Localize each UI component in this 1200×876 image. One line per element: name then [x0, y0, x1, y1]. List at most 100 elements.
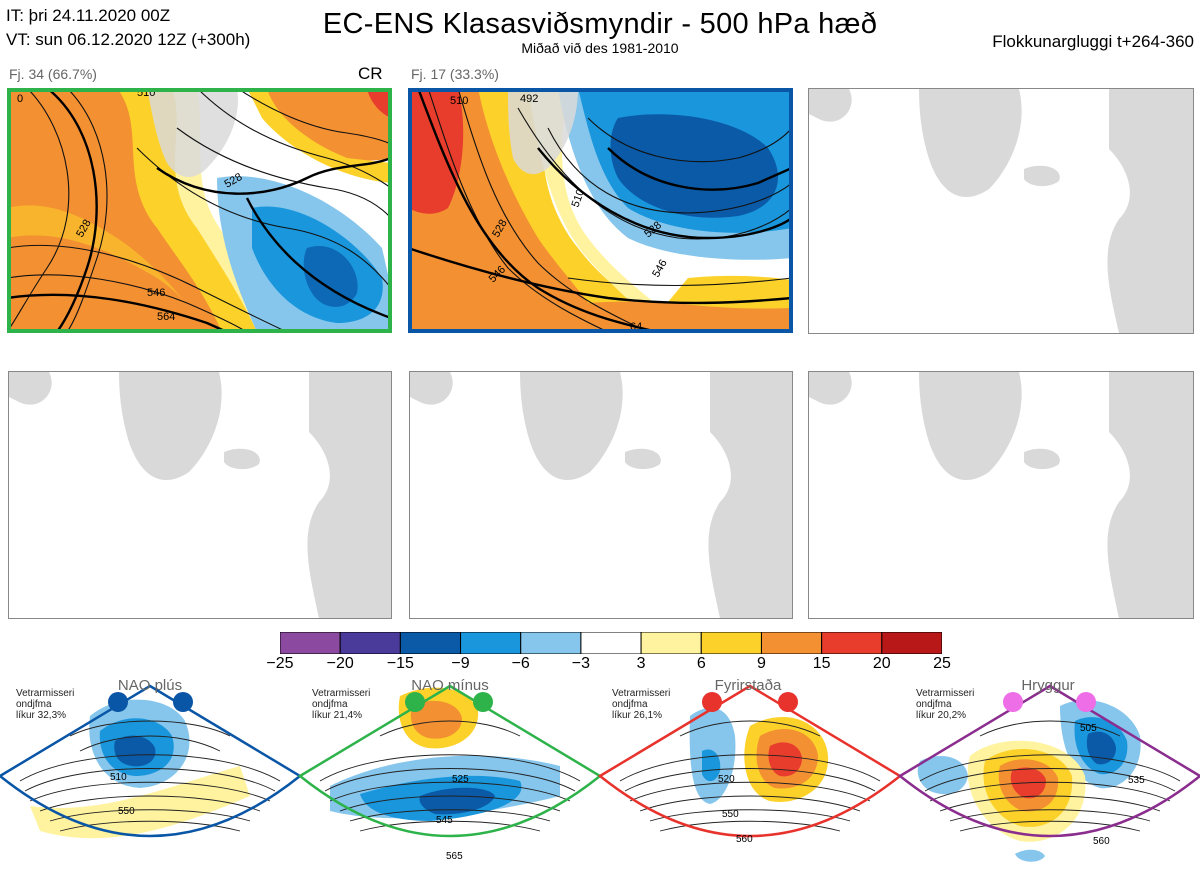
- map-panel-5-svg: [410, 372, 792, 618]
- anomaly-darkblue: [419, 787, 495, 815]
- anomaly-red-northwest: [408, 88, 464, 214]
- colorbar-swatch: [399, 631, 462, 655]
- contour-label: 535: [1128, 775, 1145, 786]
- landmass-europe: [1107, 89, 1193, 333]
- regime-contours: [619, 720, 881, 832]
- contour-label: 510: [110, 772, 127, 783]
- height-contours-thick: [7, 88, 391, 332]
- colorbar-swatch: [640, 631, 702, 655]
- map-panel-3-svg: [809, 89, 1193, 333]
- landmass-canada: [9, 372, 52, 405]
- landmass-canada: [410, 372, 453, 405]
- chart-title: EC-ENS Klasasviðsmyndir - 500 hPa hæð: [322, 8, 878, 40]
- map-panel-5: [409, 371, 793, 619]
- contour-label: 560: [736, 834, 753, 845]
- regime-1-name: NAO plús: [117, 677, 183, 694]
- colorbar-swatch: [760, 631, 823, 655]
- anomaly-red: [768, 742, 802, 777]
- regime-contours: [319, 720, 581, 832]
- anomaly-red-north: [367, 88, 391, 118]
- colorbar-tick-label: −6: [511, 655, 530, 672]
- map-panel-1-svg: 0 528 546 564 528 510: [7, 88, 391, 332]
- contour-label: 505: [1080, 723, 1097, 734]
- colorbar-swatch: [460, 631, 522, 655]
- regime-marker-left: [702, 692, 722, 712]
- regimes-row: 510 550 525 545 565: [0, 676, 1200, 871]
- landmass-europe: [708, 372, 792, 618]
- regime-marker-right: [778, 692, 798, 712]
- anomaly-orange-north: [257, 88, 391, 161]
- contour-label: 0: [17, 93, 23, 105]
- colorbar-swatch: [580, 631, 642, 655]
- regime-3-meta: Vetrarmisseri ondjfma líkur 26,1%: [612, 688, 671, 721]
- landmass-europe: [1107, 372, 1193, 618]
- map-panel-4-svg: [9, 372, 391, 618]
- colorbar-tick-label: −15: [386, 655, 414, 672]
- map-panel-3: [808, 88, 1194, 334]
- contour-label: 510: [137, 88, 155, 99]
- landmass-greenland: [119, 372, 222, 481]
- regime-1-meta: Vetrarmisseri ondjfma líkur 32,3%: [16, 688, 75, 721]
- colorbar-tick-label: 3: [636, 655, 646, 672]
- contour-label: 565: [446, 851, 463, 862]
- regime-marker-left: [405, 692, 425, 712]
- anomaly-darkblue: [114, 735, 156, 767]
- map-panel-2-svg: 510 492 528 510 528 546 546 64: [408, 88, 792, 332]
- contour-label: 564: [157, 311, 175, 323]
- regime-blocking: 520 550 560: [597, 684, 903, 845]
- anomaly-darkblue-east: [1086, 731, 1116, 765]
- contour-label: 64: [630, 321, 642, 332]
- regime-ridge: 505 535 560: [897, 684, 1200, 862]
- contour-label: 550: [722, 809, 739, 820]
- contour-label: 560: [1093, 836, 1110, 847]
- colorbar-swatch: [700, 631, 762, 655]
- landmass-iceland: [224, 448, 260, 470]
- anomaly-darkblue: [303, 246, 358, 307]
- anomaly-lightblue-south: [1015, 849, 1045, 862]
- regime-2-meta: Vetrarmisseri ondjfma líkur 21,4%: [312, 688, 371, 721]
- landmass-iceland: [1024, 165, 1060, 187]
- colorbar-tick-label: 6: [696, 655, 706, 672]
- colorbar-swatch: [881, 631, 943, 655]
- chart-subtitle: Miðað við des 1981-2010: [521, 40, 679, 56]
- panel-1-tag: CR: [358, 64, 383, 83]
- contour-label: 546: [147, 287, 165, 299]
- contour-label: 492: [520, 93, 538, 105]
- regime-contours: [19, 720, 281, 832]
- colorbar-tick-label: −9: [451, 655, 470, 672]
- colorbar-svg: [279, 631, 943, 655]
- landmass-greenland: [147, 88, 238, 178]
- colorbar-tick-label: −3: [571, 655, 591, 672]
- regime-nao-minus: 525 545 565: [297, 684, 603, 862]
- map-panel-6: [808, 371, 1194, 619]
- regime-2-name: NAO mínus: [411, 677, 489, 694]
- landmass-greenland: [919, 372, 1022, 481]
- anomaly-orange: [410, 700, 462, 739]
- anomaly-lightblue-west: [917, 756, 968, 795]
- contour-label: 546: [650, 258, 670, 280]
- contour-label: 510: [450, 95, 468, 107]
- map-panel-1: 0 528 546 564 528 510: [7, 88, 391, 332]
- colorbar-swatch: [821, 631, 883, 655]
- anomaly-yellow-north: [247, 88, 391, 183]
- height-contours-thin: [427, 88, 792, 332]
- valid-time: VT: sun 06.12.2020 12Z (+300h): [6, 30, 251, 49]
- colorbar-swatch: [520, 631, 582, 655]
- landmass-greenland: [508, 88, 578, 175]
- regimes-svg: 510 550 525 545 565: [0, 684, 1200, 862]
- map-panel-2: 510 492 528 510 528 546 546 64: [408, 88, 792, 332]
- colorbar-tick-label: 25: [933, 655, 951, 672]
- anomaly-darkblue: [610, 114, 778, 218]
- regime-4-name: Hryggur: [1021, 677, 1075, 694]
- colorbar-swatch: [279, 631, 341, 655]
- landmass-canada: [809, 372, 852, 405]
- initial-time: IT: þri 24.11.2020 00Z: [6, 6, 171, 25]
- regime-marker-right: [473, 692, 493, 712]
- contour-label: 550: [118, 806, 135, 817]
- regime-3-name: Fyrirstaða: [714, 677, 782, 694]
- contour-label: 545: [436, 815, 453, 826]
- colorbar-tick-label: 15: [812, 655, 831, 672]
- panel-2-label: Fj. 17 (33.3%): [411, 66, 499, 82]
- landmass-iceland: [1024, 448, 1060, 470]
- colorbar-tick-label: −25: [266, 655, 294, 672]
